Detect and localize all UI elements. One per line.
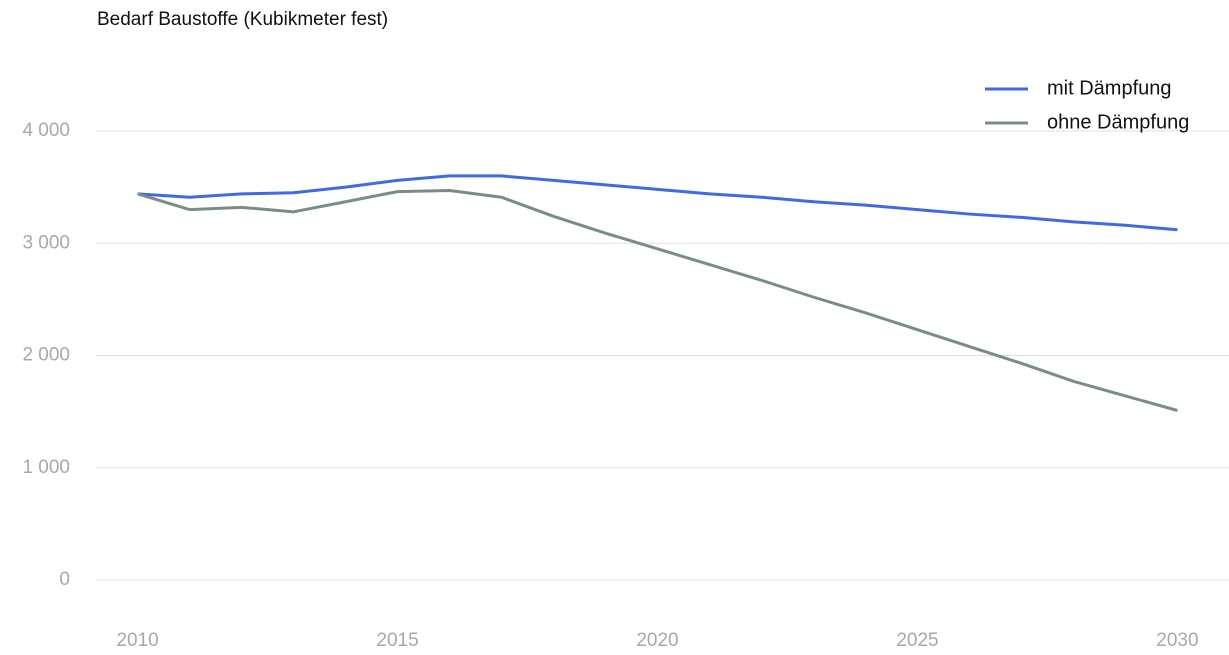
x-tick-label: 2015 (376, 630, 418, 651)
legend-label: ohne Dämpfung (1047, 111, 1189, 133)
x-tick-label: 2010 (116, 630, 158, 651)
y-tick-label: 0 (59, 569, 70, 590)
y-tick-label: 4 000 (22, 120, 70, 141)
y-tick-label: 1 000 (22, 457, 70, 478)
x-tick-label: 2030 (1156, 630, 1198, 651)
x-tick-label: 2025 (896, 630, 938, 651)
x-tick-label: 2020 (636, 630, 678, 651)
y-tick-label: 2 000 (22, 345, 70, 366)
legend-label: mit Dämpfung (1047, 77, 1172, 99)
series-line (137, 174, 1178, 232)
y-tick-label: 3 000 (22, 232, 70, 253)
chart-title: Bedarf Baustoffe (Kubikmeter fest) (97, 9, 388, 30)
series-line (137, 188, 1178, 412)
